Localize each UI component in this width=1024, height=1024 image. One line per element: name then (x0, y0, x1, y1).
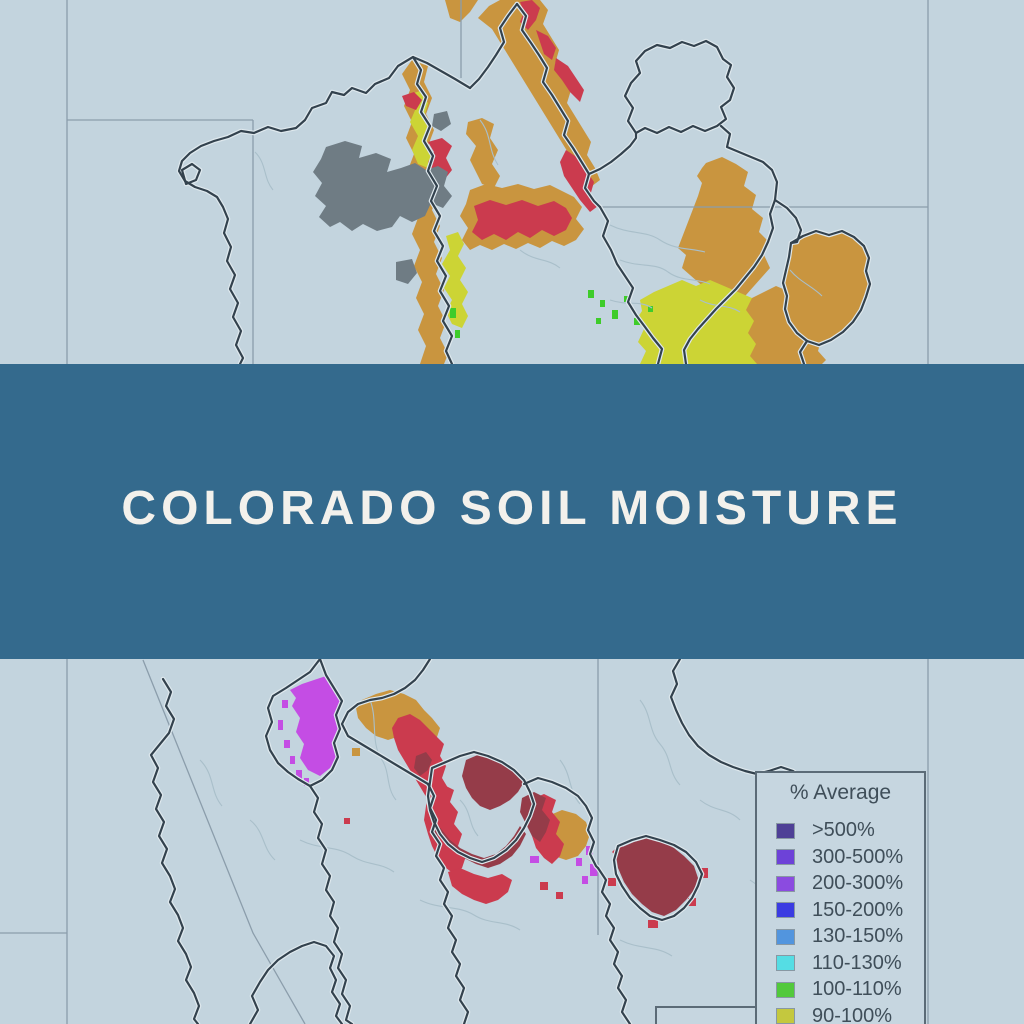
legend-swatch (776, 981, 795, 998)
top-map-red-overlay (402, 0, 598, 240)
legend: % Average >500% 300-500% 200-300% 150-20… (755, 771, 926, 1024)
legend-item: 100-110% (776, 978, 924, 1000)
partial-box (655, 1006, 757, 1024)
top-map-rivers (254, 119, 823, 313)
legend-item: 150-200% (776, 898, 924, 921)
legend-item-label: 200-300% (812, 872, 904, 894)
top-map-gray-overlay (313, 111, 452, 284)
legend-item-label: 130-150% (812, 925, 904, 947)
top-map-state-borders (66, 0, 929, 364)
legend-swatch (776, 1008, 795, 1024)
legend-swatch (776, 875, 795, 892)
legend-swatch (776, 955, 795, 971)
legend-item-label: 110-130% (812, 951, 902, 974)
legend-item: >500% (776, 819, 924, 841)
legend-item: 200-300% (776, 872, 924, 894)
legend-item: 90-100% (776, 1004, 924, 1024)
legend-item: 110-130% (776, 951, 924, 974)
legend-item-label: 100-110% (812, 978, 902, 1000)
legend-swatch (776, 928, 795, 945)
legend-item-label: 300-500% (812, 845, 904, 868)
legend-item: 130-150% (776, 925, 924, 947)
bottom-map-watershed-boundaries (149, 659, 816, 1024)
top-map-green-overlay (450, 290, 653, 338)
top-map-tan-overlay (402, 0, 870, 364)
legend-swatch (776, 902, 795, 918)
page-title: COLORADO SOIL MOISTURE (121, 482, 903, 535)
legend-swatch (776, 849, 795, 865)
bottom-soil-moisture-map (0, 659, 929, 1024)
bottom-map-watershed-halo (151, 659, 814, 1024)
legend-title: % Average (789, 781, 892, 804)
legend-item: 300-500% (776, 845, 924, 868)
legend-rows: >500% 300-500% 200-300% 150-200% 130-150… (776, 819, 924, 1024)
top-soil-moisture-map (66, 0, 929, 364)
legend-item-label: 90-100% (812, 1004, 893, 1024)
legend-item-label: 150-200% (812, 898, 904, 921)
title-banner: COLORADO SOIL MOISTURE (0, 364, 1024, 659)
legend-item-label: >500% (812, 819, 875, 841)
bottom-map-state-borders (0, 659, 929, 1024)
bottom-map-rivers (199, 699, 791, 957)
legend-swatch (776, 822, 795, 839)
